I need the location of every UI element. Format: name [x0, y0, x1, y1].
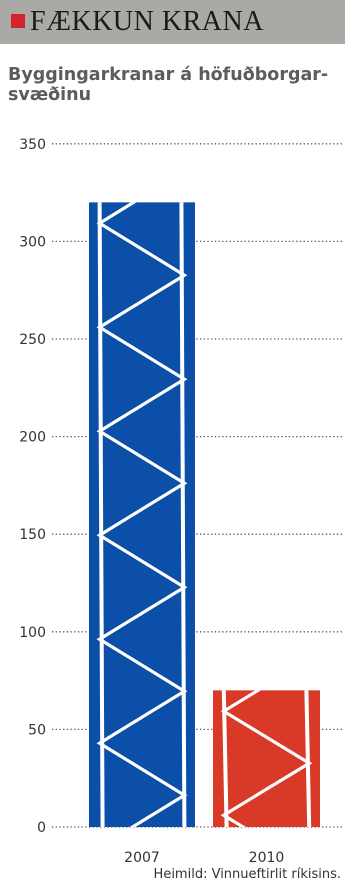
x-tick-label: 2007 [124, 850, 160, 866]
y-tick-label: 300 [19, 234, 46, 250]
y-tick-label: 0 [37, 820, 46, 836]
chart-title: FÆKKUN KRANA [30, 6, 264, 37]
y-tick-label: 250 [19, 332, 46, 348]
red-square-icon [11, 14, 25, 28]
y-tick-label: 100 [19, 625, 46, 641]
bar-2007 [89, 202, 195, 828]
chart-subtitle: Byggingarkranar á höfuðborgar-svæðinu [8, 65, 329, 105]
crane-lattice [220, 690, 313, 827]
x-tick-label: 2010 [249, 850, 285, 866]
y-axis: 0 50 100 150 200 250 300 350 [19, 137, 46, 836]
header-bar: FÆKKUN KRANA [0, 0, 345, 44]
y-tick-label: 350 [19, 137, 46, 153]
x-axis: 2007 2010 [124, 850, 284, 866]
y-tick-label: 150 [19, 527, 46, 543]
bar-2010 [213, 690, 320, 827]
source-note: Heimild: Vinnueftirlit ríkisins. [153, 867, 341, 882]
y-tick-label: 200 [19, 430, 46, 446]
bar-fill [89, 202, 195, 828]
bars [89, 202, 320, 828]
crane-lattice [96, 202, 188, 828]
y-tick-label: 50 [28, 722, 46, 738]
